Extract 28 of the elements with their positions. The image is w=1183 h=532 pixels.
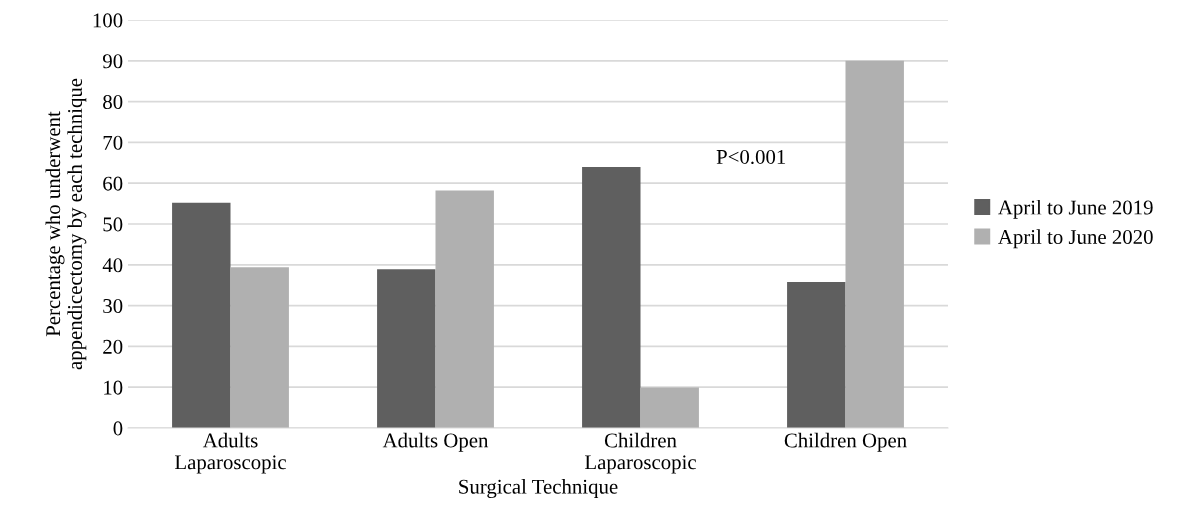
y-tick-label: 80	[103, 94, 123, 110]
y-tick-label: 30	[103, 298, 123, 314]
x-tick-label: Adults Open	[382, 432, 489, 452]
legend-label: April to June 2019	[998, 199, 1153, 219]
bar	[172, 202, 231, 428]
y-tick-label: 70	[103, 135, 123, 150]
bar	[787, 281, 846, 428]
y-tick-label: 100	[93, 13, 123, 28]
bar	[377, 269, 436, 428]
bar	[230, 267, 289, 428]
legend-label: April to June 2020	[998, 229, 1153, 249]
y-tick-label: 60	[103, 176, 123, 191]
x-axis-title: Surgical Technique	[459, 479, 618, 499]
bar	[582, 166, 641, 428]
y-axis-title: Percentage who underwent appendicectomy by each technique	[45, 78, 87, 370]
x-tick-label: Children Laparoscopic	[584, 432, 696, 474]
y-tick-label: 10	[104, 380, 123, 395]
y-tick-label: 40	[102, 258, 123, 273]
y-tick-label: 0	[113, 421, 123, 436]
y-tick-label: 90	[102, 54, 123, 69]
bar	[845, 60, 904, 428]
bar	[640, 387, 699, 428]
y-tick-label: 20	[103, 339, 123, 354]
y-tick-label: 50	[103, 217, 123, 232]
x-tick-label: Adults Laparoscopic	[174, 432, 286, 474]
bar	[435, 190, 494, 428]
annotation: P<0.001	[716, 149, 786, 165]
x-tick-label: Children Open	[784, 432, 907, 452]
